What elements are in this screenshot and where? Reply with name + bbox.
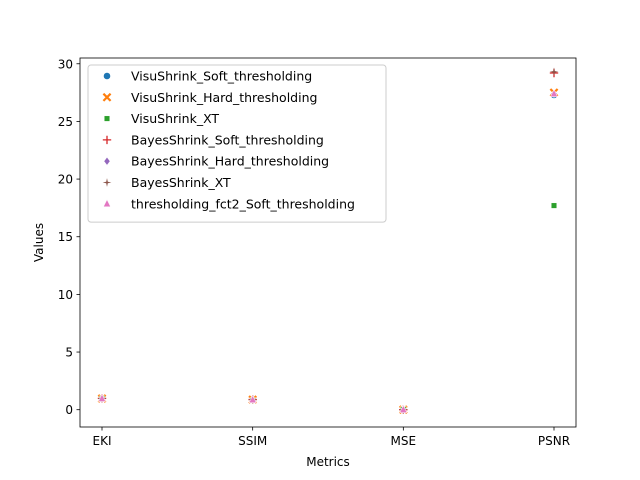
legend-marker — [103, 156, 111, 166]
legend-marker — [103, 72, 111, 80]
legend-entry-label: VisuShrink_Soft_thresholding — [131, 69, 312, 84]
x-tick-label: PSNR — [538, 434, 570, 448]
legend-entry-label: BayesShrink_Hard_thresholding — [131, 154, 329, 169]
data-point — [549, 88, 559, 97]
x-axis-label: Metrics — [306, 455, 350, 469]
data-point — [97, 393, 107, 402]
y-tick-label: 30 — [58, 57, 73, 71]
data-point — [550, 202, 558, 209]
legend-entry-label: BayesShrink_Soft_thresholding — [131, 132, 324, 147]
legend-marker — [102, 135, 112, 145]
y-tick-label: 15 — [58, 230, 73, 244]
x-tick-label: EKI — [93, 434, 112, 448]
x-tick-label: SSIM — [238, 434, 267, 448]
y-tick-label: 10 — [58, 288, 73, 302]
legend-marker — [102, 92, 112, 102]
legend-box — [87, 64, 387, 223]
y-tick-label: 0 — [65, 403, 73, 417]
legend-entry-label: VisuShrink_Hard_thresholding — [131, 90, 317, 105]
data-point — [549, 67, 559, 77]
legend-entry-label: thresholding_fct2_Soft_thresholding — [131, 196, 355, 211]
legend: VisuShrink_Soft_thresholding VisuShrink_H… — [87, 64, 387, 223]
axes-frame — [79, 57, 577, 428]
legend-marker — [102, 199, 112, 208]
x-tick-label: MSE — [391, 434, 417, 448]
data-point — [248, 395, 257, 404]
plot-area: 0 5 10 15 20 25 30 EKI SSIM MSE PSNR — [58, 57, 577, 448]
y-tick-label: 20 — [58, 173, 73, 187]
legend-entry-label: BayesShrink_XT — [131, 175, 231, 190]
data-point — [399, 404, 408, 413]
y-tick-label: 25 — [58, 115, 73, 129]
legend-marker — [103, 115, 111, 122]
y-tick-label: 5 — [65, 346, 73, 360]
legend-marker — [102, 178, 112, 187]
y-axis-label: Values — [32, 223, 46, 262]
legend-entry-label: VisuShrink_XT — [131, 111, 219, 126]
